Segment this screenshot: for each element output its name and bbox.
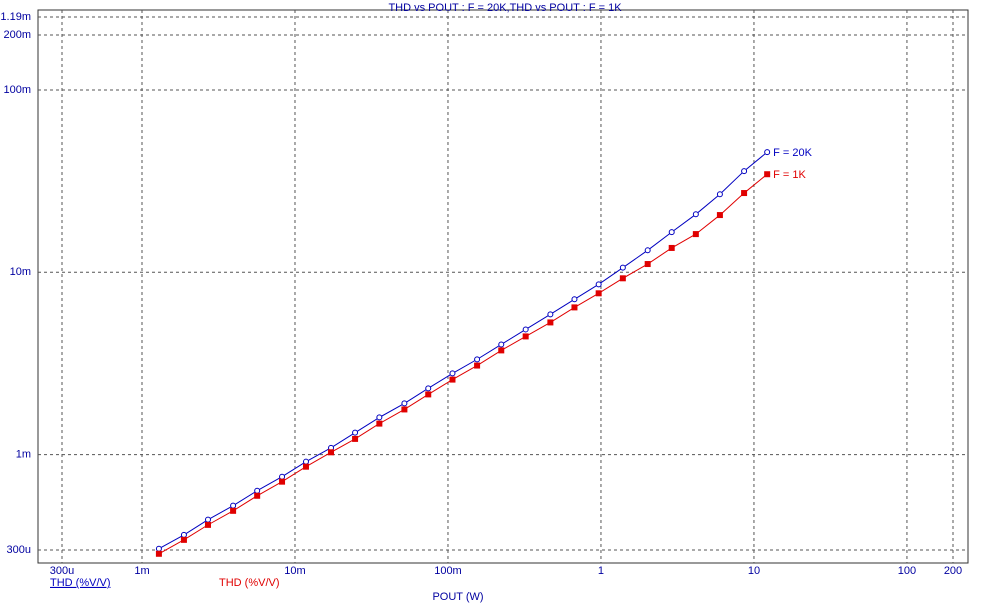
point bbox=[644, 247, 651, 254]
y-tick-label: 251.19m bbox=[0, 11, 31, 23]
point bbox=[279, 473, 286, 480]
point bbox=[716, 191, 723, 198]
point bbox=[155, 550, 162, 557]
y-tick-label: 200m bbox=[3, 29, 31, 41]
point bbox=[449, 376, 456, 383]
y-tick-label: 100m bbox=[3, 84, 31, 96]
point bbox=[498, 347, 505, 354]
point bbox=[522, 333, 529, 340]
point bbox=[595, 290, 602, 297]
point bbox=[204, 516, 211, 523]
point bbox=[692, 211, 699, 218]
x-tick-label: 300u bbox=[50, 565, 74, 577]
point bbox=[230, 502, 237, 509]
legend-entry: THD (%V/V) bbox=[219, 577, 280, 589]
point bbox=[401, 406, 408, 413]
point bbox=[180, 536, 187, 543]
point bbox=[302, 458, 309, 465]
point bbox=[425, 385, 432, 392]
x-tick-label: 1m bbox=[134, 565, 149, 577]
point bbox=[376, 420, 383, 427]
chart-title: THD vs POUT : F = 20K,THD vs POUT : F = … bbox=[388, 2, 622, 14]
point bbox=[425, 391, 432, 398]
legend-entry: THD (%V/V) bbox=[50, 577, 111, 589]
point bbox=[571, 304, 578, 311]
point bbox=[401, 400, 408, 407]
plot-frame bbox=[37, 9, 969, 564]
x-tick-label: 10 bbox=[748, 565, 760, 577]
x-tick-label: 200 bbox=[944, 565, 962, 577]
y-tick-label: 300u bbox=[7, 544, 31, 556]
point bbox=[668, 244, 675, 251]
point bbox=[692, 231, 699, 238]
point bbox=[352, 435, 359, 442]
series-line bbox=[158, 173, 768, 555]
x-tick-label: 10m bbox=[284, 565, 305, 577]
point bbox=[279, 478, 286, 485]
point bbox=[474, 356, 481, 363]
point bbox=[741, 190, 748, 197]
point bbox=[619, 275, 626, 282]
point bbox=[204, 521, 211, 528]
point bbox=[619, 264, 626, 271]
point bbox=[644, 261, 651, 268]
series-line bbox=[158, 151, 768, 550]
point bbox=[352, 429, 359, 436]
point bbox=[547, 319, 554, 326]
point bbox=[180, 531, 187, 538]
point bbox=[328, 449, 335, 456]
x-axis-label: POUT (W) bbox=[432, 591, 483, 603]
point bbox=[254, 487, 261, 494]
y-tick-label: 10m bbox=[10, 266, 31, 278]
point bbox=[547, 311, 554, 318]
point bbox=[449, 370, 456, 377]
series-annotation: F = 1K bbox=[773, 169, 806, 181]
point bbox=[764, 171, 771, 178]
point bbox=[571, 296, 578, 303]
point bbox=[741, 168, 748, 175]
point bbox=[254, 492, 261, 499]
point bbox=[474, 362, 481, 369]
point bbox=[376, 414, 383, 421]
point bbox=[230, 507, 237, 514]
point bbox=[716, 212, 723, 219]
point bbox=[498, 341, 505, 348]
series-annotation: F = 20K bbox=[773, 147, 812, 159]
x-tick-label: 100m bbox=[434, 565, 462, 577]
point bbox=[155, 545, 162, 552]
point bbox=[764, 149, 771, 156]
point bbox=[595, 281, 602, 288]
point bbox=[522, 326, 529, 333]
point bbox=[302, 463, 309, 470]
x-tick-label: 100 bbox=[898, 565, 916, 577]
x-tick-label: 1 bbox=[598, 565, 604, 577]
y-tick-label: 1m bbox=[16, 449, 31, 461]
point bbox=[668, 229, 675, 236]
